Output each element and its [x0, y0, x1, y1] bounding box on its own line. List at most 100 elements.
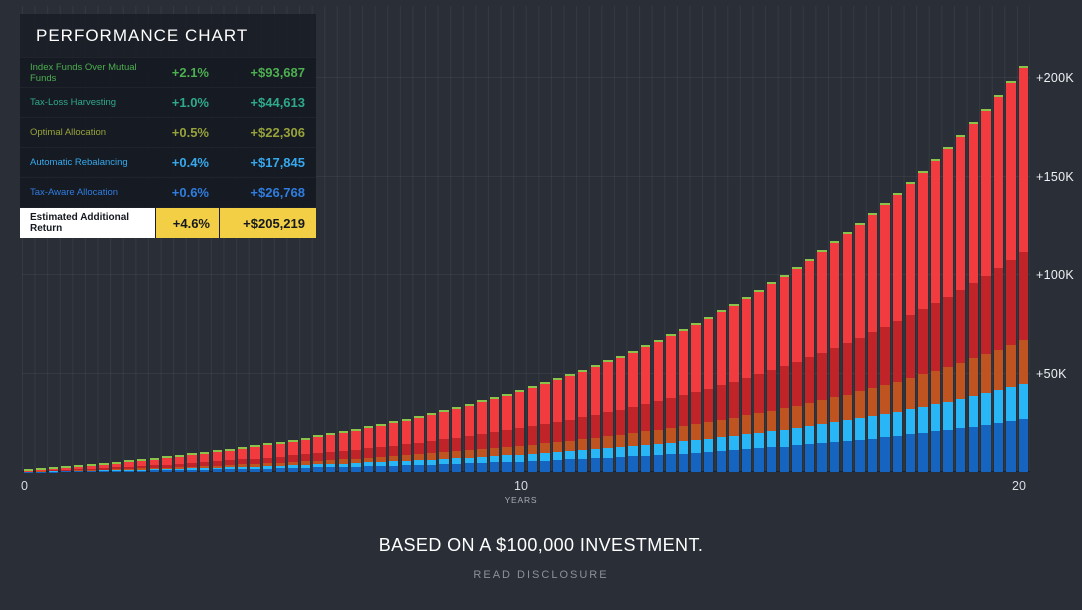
- chart-bar[interactable]: [993, 94, 1004, 472]
- chart-bar[interactable]: [792, 266, 802, 472]
- chart-bar[interactable]: [943, 147, 953, 472]
- chart-bar[interactable]: [187, 453, 197, 472]
- chart-bar[interactable]: [590, 365, 600, 472]
- chart-bar[interactable]: [162, 456, 172, 472]
- chart-bar[interactable]: [300, 437, 311, 472]
- chart-bar[interactable]: [74, 464, 84, 472]
- bar-segment: [628, 352, 638, 408]
- chart-bar[interactable]: [981, 108, 991, 472]
- bar-top-cap: [1019, 65, 1029, 68]
- bar-top-cap: [993, 94, 1004, 97]
- chart-bar[interactable]: [918, 170, 928, 472]
- bar-segment: [174, 467, 185, 469]
- chart-bar[interactable]: [439, 410, 449, 472]
- bar-segment: [792, 361, 802, 406]
- bar-segment: [124, 468, 134, 470]
- chart-bar[interactable]: [741, 296, 752, 472]
- chart-bar[interactable]: [817, 250, 827, 472]
- chart-bar[interactable]: [23, 469, 33, 472]
- chart-bar[interactable]: [36, 468, 46, 472]
- chart-bar[interactable]: [615, 355, 626, 472]
- chart-bar[interactable]: [313, 435, 323, 472]
- bar-top-cap: [376, 423, 386, 426]
- chart-bar[interactable]: [905, 181, 915, 472]
- chart-bar[interactable]: [704, 316, 714, 472]
- chart-bar[interactable]: [716, 310, 726, 472]
- chart-bar[interactable]: [603, 360, 613, 472]
- chart-bar[interactable]: [275, 441, 285, 472]
- bar-segment: [477, 402, 487, 435]
- chart-bar[interactable]: [99, 462, 109, 472]
- chart-bar[interactable]: [464, 403, 474, 472]
- chart-bar[interactable]: [137, 459, 147, 472]
- chart-bar[interactable]: [855, 222, 865, 472]
- chart-bar[interactable]: [376, 423, 386, 472]
- chart-bar[interactable]: [729, 303, 739, 472]
- chart-bar[interactable]: [288, 439, 298, 472]
- chart-bar[interactable]: [628, 350, 638, 472]
- bar-segment: [426, 441, 437, 454]
- chart-bar[interactable]: [61, 466, 71, 472]
- chart-bar[interactable]: [804, 258, 815, 472]
- bar-top-cap: [263, 443, 273, 446]
- chart-bar[interactable]: [338, 431, 348, 472]
- chart-bar[interactable]: [237, 446, 248, 472]
- chart-bar[interactable]: [842, 232, 852, 472]
- chart-bar[interactable]: [893, 192, 903, 472]
- chart-bar[interactable]: [326, 433, 336, 472]
- bar-segment: [237, 459, 248, 465]
- read-disclosure-link[interactable]: READ DISCLOSURE: [473, 569, 609, 581]
- x-tick-20: 20: [1012, 479, 1026, 493]
- bar-top-cap: [590, 365, 600, 368]
- chart-bar[interactable]: [477, 400, 487, 472]
- chart-bar[interactable]: [48, 467, 59, 472]
- chart-bar[interactable]: [578, 369, 588, 472]
- bar-top-cap: [200, 451, 210, 454]
- chart-bar[interactable]: [653, 340, 663, 472]
- chart-bar[interactable]: [250, 445, 260, 472]
- chart-bar[interactable]: [389, 421, 399, 472]
- chart-bar[interactable]: [200, 451, 210, 472]
- chart-bar[interactable]: [527, 386, 537, 472]
- bar-segment: [477, 456, 487, 463]
- chart-bar[interactable]: [779, 274, 789, 472]
- chart-bar[interactable]: [552, 378, 563, 472]
- chart-bar[interactable]: [641, 345, 651, 472]
- chart-bar[interactable]: [86, 463, 96, 472]
- chart-bar[interactable]: [515, 389, 525, 472]
- bar-segment: [149, 465, 159, 468]
- chart-bar[interactable]: [351, 428, 361, 472]
- chart-bar[interactable]: [867, 213, 878, 472]
- bar-segment: [716, 312, 726, 386]
- chart-bar[interactable]: [401, 418, 411, 472]
- chart-bar[interactable]: [767, 282, 777, 472]
- chart-bar[interactable]: [540, 382, 550, 472]
- chart-bar[interactable]: [830, 241, 840, 472]
- chart-bar[interactable]: [880, 203, 890, 472]
- chart-bar[interactable]: [691, 322, 701, 472]
- chart-bar[interactable]: [1006, 80, 1016, 472]
- bar-segment: [439, 464, 449, 472]
- chart-bar[interactable]: [565, 373, 575, 472]
- chart-bar[interactable]: [1019, 65, 1029, 472]
- chart-bar[interactable]: [414, 415, 424, 472]
- chart-bar[interactable]: [666, 334, 676, 472]
- chart-bar[interactable]: [502, 393, 512, 472]
- chart-bar[interactable]: [452, 406, 462, 472]
- chart-bar[interactable]: [968, 121, 978, 472]
- chart-bar[interactable]: [678, 328, 689, 472]
- chart-bar[interactable]: [174, 454, 185, 472]
- chart-bar[interactable]: [124, 460, 134, 472]
- chart-bar[interactable]: [956, 134, 966, 472]
- chart-bar[interactable]: [212, 450, 222, 472]
- chart-bar[interactable]: [263, 443, 273, 472]
- chart-bar[interactable]: [426, 412, 437, 472]
- chart-bar[interactable]: [489, 397, 500, 472]
- bar-segment: [389, 456, 399, 462]
- chart-bar[interactable]: [111, 461, 122, 472]
- chart-bar[interactable]: [363, 426, 374, 472]
- chart-bar[interactable]: [930, 159, 941, 472]
- chart-bar[interactable]: [754, 289, 764, 472]
- chart-bar[interactable]: [149, 457, 159, 472]
- chart-bar[interactable]: [225, 448, 235, 472]
